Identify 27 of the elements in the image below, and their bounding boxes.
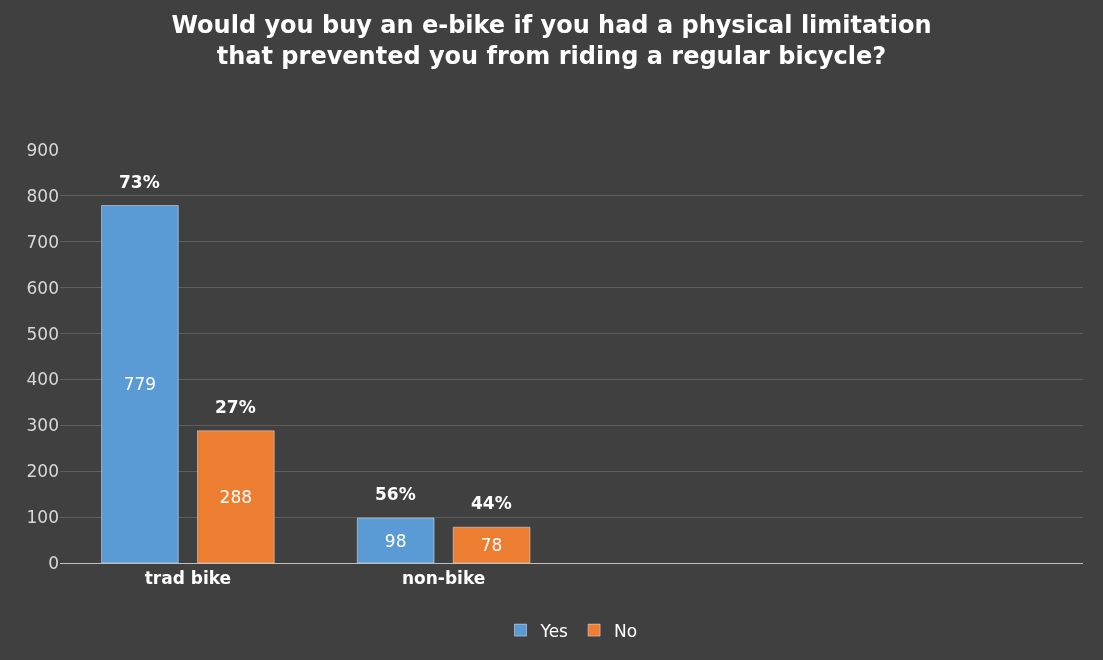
y-tick-label: 100 [26, 507, 59, 528]
annotation: 27% [215, 397, 256, 417]
y-tick-label: 900 [26, 139, 59, 160]
y-tick-label: 400 [26, 369, 59, 390]
x-tick-label: trad bike [144, 568, 232, 589]
legend-label: No [614, 620, 638, 641]
annotation: 56% [375, 484, 416, 504]
y-tick-label: 500 [26, 323, 59, 344]
legend-label: Yes [539, 620, 569, 641]
annotation: 73% [119, 172, 160, 192]
y-tick-label: 300 [26, 415, 59, 436]
y-tick-label: 800 [26, 185, 59, 206]
data-label: 288 [219, 486, 253, 507]
y-tick-label: 700 [26, 231, 59, 252]
bar [452, 526, 531, 563]
data-label: 98 [384, 530, 407, 551]
data-label: 78 [480, 535, 503, 556]
y-tick-label: 200 [26, 461, 59, 482]
bar [101, 205, 179, 563]
data-label: 779 [123, 374, 157, 395]
chart-title: Would you buy an e-bike if you had a physical limitation that prevented you from riding a regular bicycle? [171, 11, 932, 71]
x-tick-label: non-bike [401, 568, 486, 589]
bar [357, 517, 435, 563]
y-tick-label: 0 [48, 552, 59, 573]
y-tick-label: 600 [26, 277, 59, 298]
bar [197, 430, 275, 563]
annotation: 44% [471, 493, 512, 513]
